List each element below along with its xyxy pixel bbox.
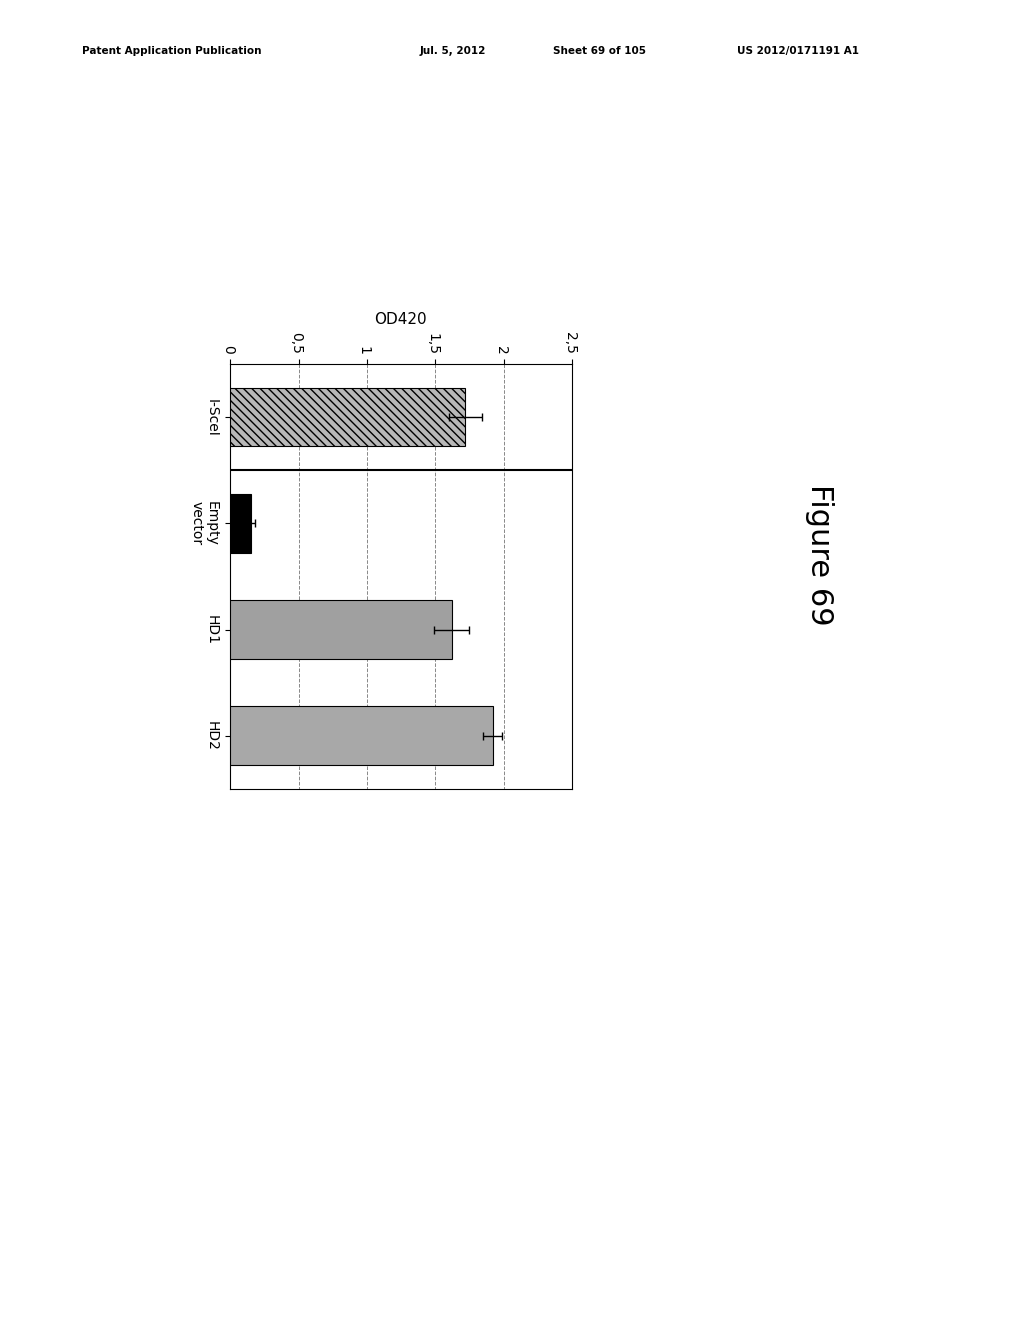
Text: Sheet 69 of 105: Sheet 69 of 105	[553, 46, 646, 57]
Text: Figure 69: Figure 69	[805, 483, 834, 626]
Text: Jul. 5, 2012: Jul. 5, 2012	[420, 46, 486, 57]
Text: US 2012/0171191 A1: US 2012/0171191 A1	[737, 46, 859, 57]
Text: Patent Application Publication: Patent Application Publication	[82, 46, 261, 57]
